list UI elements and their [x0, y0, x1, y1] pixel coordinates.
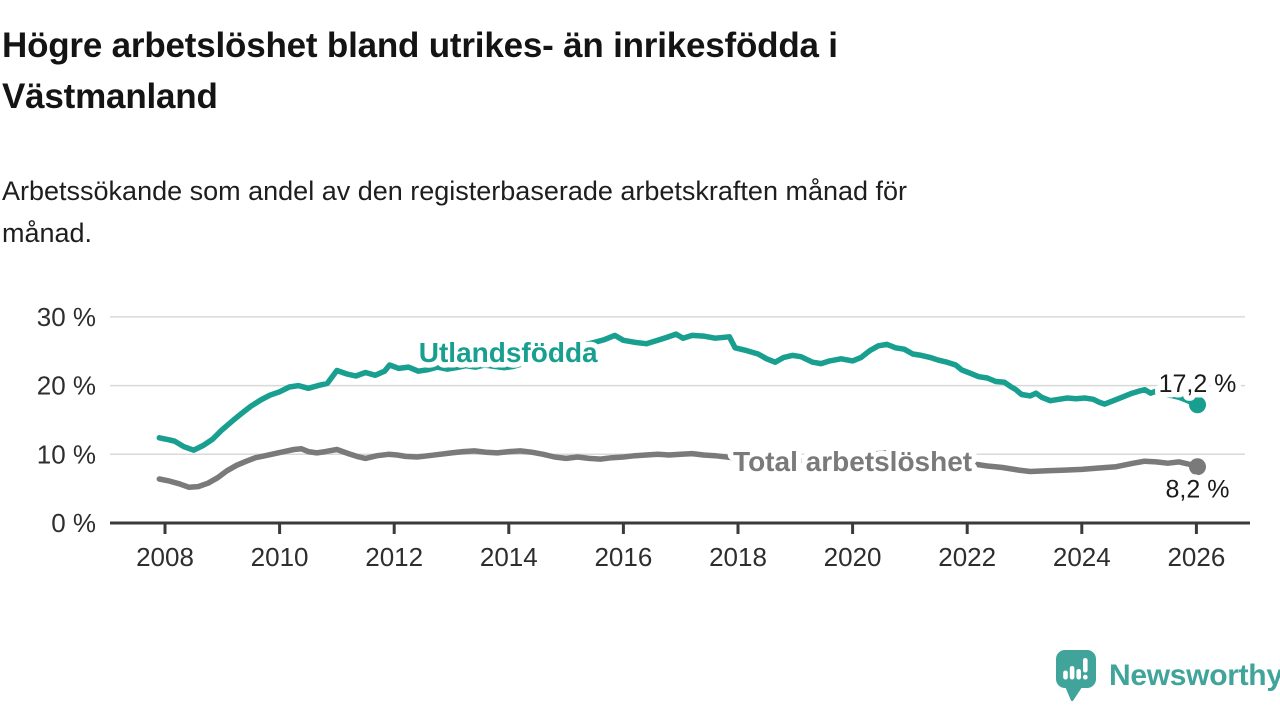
y-tick-label-10: 10 %	[37, 439, 96, 469]
x-tick-label-2020: 2020	[824, 542, 882, 572]
newsworthy-brand: Newsworthy	[1056, 650, 1280, 702]
series-label-total-arbetsl-shet: Total arbetslöshet	[733, 446, 972, 477]
end-value-label-utlandsf-dda: 17,2 %	[1159, 370, 1237, 398]
bar-chart-glyph	[1063, 658, 1088, 680]
series-end-dot-utlandsf-dda	[1189, 396, 1206, 414]
x-tick-label-2008: 2008	[136, 542, 194, 572]
x-tick-label-2022: 2022	[938, 542, 996, 572]
header: Högre arbetslöshet bland utrikes- än inr…	[0, 0, 1280, 254]
series-label-utlandsf-dda: Utlandsfödda	[419, 337, 598, 368]
x-tick-label-2026: 2026	[1167, 542, 1225, 572]
end-value-label-total-arbetsl-shet: 8,2 %	[1166, 476, 1230, 504]
series-line-utlandsf-dda	[156, 331, 1201, 453]
chart-title-line-2: Västmanland	[2, 77, 218, 117]
y-tick-label-20: 20 %	[37, 371, 96, 401]
chart-title-line-1: Högre arbetslöshet bland utrikes- än inr…	[2, 26, 838, 65]
newsworthy-brand-name: Newsworthy	[1109, 659, 1280, 692]
y-tick-label-30: 30 %	[37, 302, 96, 332]
chart-subtitle-line-2: månad.	[2, 217, 93, 248]
x-tick-label-2014: 2014	[480, 542, 538, 572]
x-tick-label-2012: 2012	[365, 542, 423, 572]
series-line-total-arbetsl-shet	[156, 446, 1201, 491]
x-tick-label-2018: 2018	[709, 542, 767, 572]
chart-title: Högre arbetslöshet bland utrikes- än inr…	[2, 20, 1250, 123]
chart-subtitle-line-1: Arbetssökande som andel av den registerb…	[2, 175, 908, 206]
speech-bubble-shape	[1056, 650, 1096, 702]
line-chart: 0 % 10 % 20 % 30 % 2008 2010 2012 2014 2016 2018 2…	[37, 302, 1250, 572]
series-end-dot-total-arbetsl-shet	[1189, 458, 1206, 476]
chart-subtitle: Arbetssökande som andel av den registerb…	[2, 170, 1250, 254]
y-tick-label-0: 0 %	[51, 508, 96, 538]
x-tick-label-2010: 2010	[251, 542, 309, 572]
newsworthy-logo-icon	[1056, 650, 1096, 702]
x-tick-label-2024: 2024	[1053, 542, 1111, 572]
x-tick-label-2016: 2016	[594, 542, 652, 572]
